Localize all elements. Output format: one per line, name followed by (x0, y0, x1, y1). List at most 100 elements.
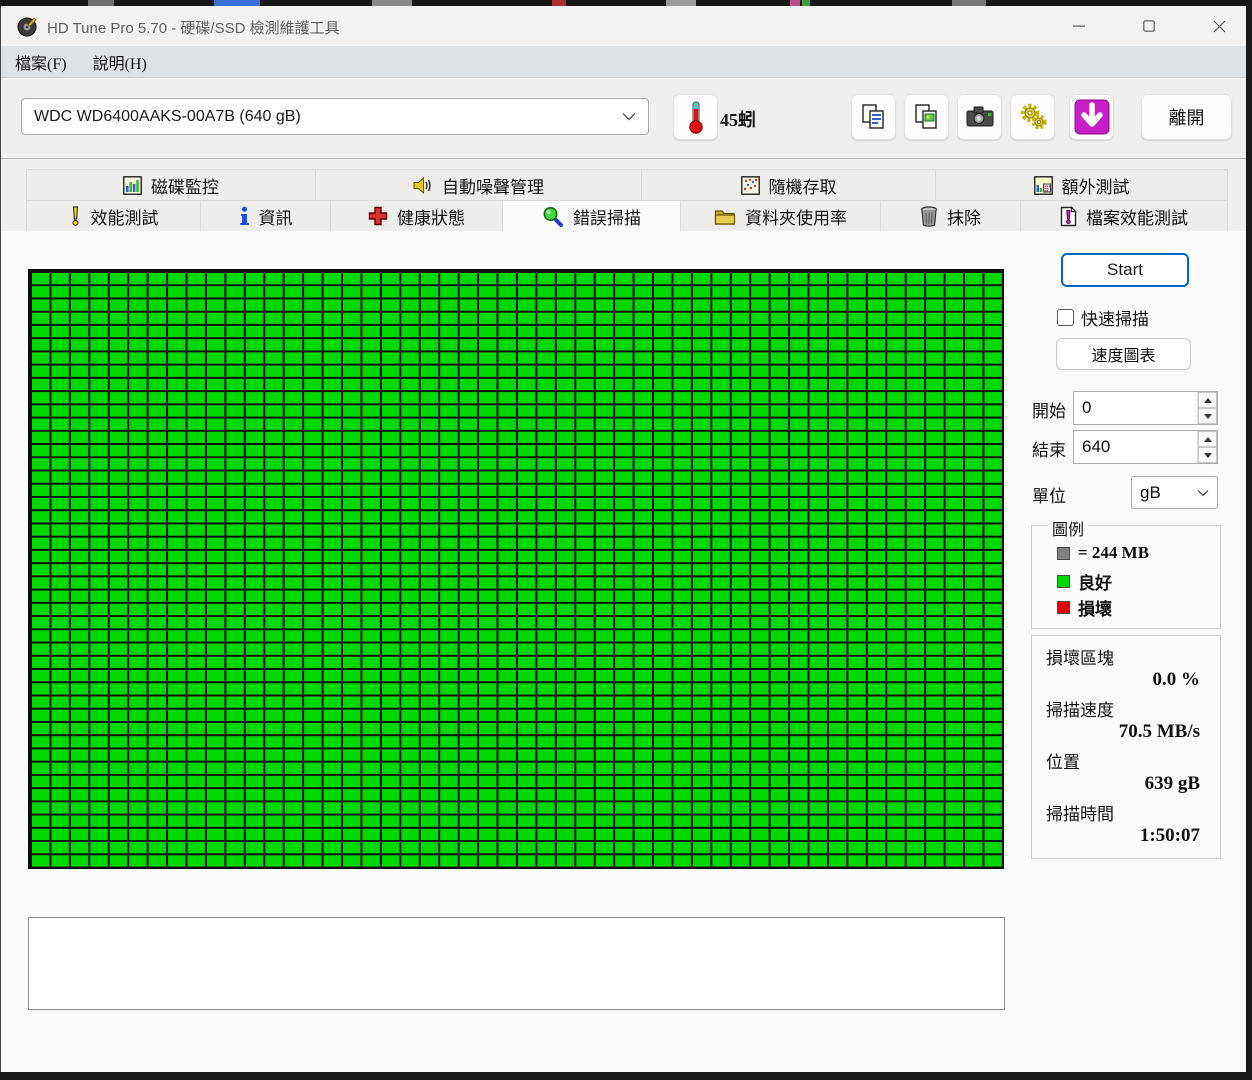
desktop-pixel (214, 0, 260, 6)
legend-group: 圖例 = 244 MB 良好 損壞 (1031, 516, 1221, 629)
scatter-dots-icon (740, 175, 760, 195)
tab-bar: 磁碟監控 自動噪聲管理 隨機存取 (1, 160, 1246, 231)
stat-scan-speed: 掃描速度 70.5 MB/s (1046, 696, 1206, 743)
legend-good: 良好 (1057, 569, 1112, 594)
tab-label: 抹除 (947, 208, 981, 228)
bar-chart-icon (123, 175, 142, 195)
error-scan-panel: Start 快速掃描 速度圖表 開始 0 結束 640 (1, 231, 1246, 1072)
tab-extra-tests[interactable]: 額外測試 (936, 169, 1228, 200)
hd-tune-window: HD Tune Pro 5.70 - 硬碟/SSD 檢測維護工具 檔案(F) 說… (0, 6, 1246, 1072)
tab-health[interactable]: 健康狀態 (331, 200, 503, 231)
desktop-pixel (952, 0, 986, 6)
file-exclamation-icon (1060, 205, 1077, 226)
good-swatch (1057, 575, 1070, 588)
menu-file[interactable]: 檔案(F) (15, 55, 67, 73)
desktop-background (0, 1072, 1252, 1080)
chevron-down-icon (622, 112, 636, 121)
settings-gears-icon (1018, 102, 1048, 132)
end-position-value: 640 (1082, 437, 1111, 456)
trash-icon (920, 205, 938, 227)
speed-map-label: 速度圖表 (1091, 348, 1156, 365)
tab-label: 資料夾使用率 (745, 208, 847, 228)
info-icon (239, 206, 249, 225)
tab-disk-monitor[interactable]: 磁碟監控 (26, 169, 316, 200)
spin-down-icon[interactable] (1198, 447, 1217, 463)
screenshot-button[interactable] (957, 94, 1002, 140)
download-icon (1074, 99, 1110, 135)
unit-select[interactable]: gB (1131, 476, 1218, 509)
exit-button[interactable]: 離開 (1141, 94, 1232, 140)
desktop-pixel (88, 0, 114, 6)
stat-label: 掃描速度 (1046, 701, 1114, 720)
desktop-pixel (372, 0, 412, 6)
window-title: HD Tune Pro 5.70 - 硬碟/SSD 檢測維護工具 (47, 20, 340, 37)
stat-position: 位置 639 gB (1046, 748, 1206, 795)
tab-label: 磁碟監控 (151, 177, 219, 197)
legend-text: 良好 (1078, 574, 1112, 593)
spin-down-icon[interactable] (1198, 408, 1217, 424)
scan-controls: Start 快速掃描 速度圖表 開始 0 結束 640 (1029, 231, 1233, 1072)
tab-auto-acoustic[interactable]: 自動噪聲管理 (316, 169, 642, 200)
unit-select-value: gB (1140, 482, 1161, 502)
tab-random-access[interactable]: 隨機存取 (642, 169, 936, 200)
exit-button-label: 離開 (1168, 108, 1205, 128)
tab-erase[interactable]: 抹除 (881, 200, 1021, 231)
tab-file-benchmark[interactable]: 檔案效能測試 (1021, 200, 1228, 231)
tab-info[interactable]: 資訊 (201, 200, 331, 231)
exclamation-bulb-icon (71, 206, 79, 226)
tab-benchmark[interactable]: 效能測試 (26, 200, 201, 231)
start-position-input[interactable]: 0 (1073, 391, 1218, 425)
red-cross-icon (368, 206, 388, 226)
spin-up-icon[interactable] (1198, 392, 1217, 408)
tab-label: 自動噪聲管理 (442, 177, 544, 197)
close-button[interactable] (1196, 6, 1242, 46)
legend-damaged: 損壞 (1057, 595, 1112, 620)
stat-value: 639 gB (1144, 773, 1200, 794)
tab-error-scan[interactable]: 錯誤掃描 (503, 200, 681, 231)
copy-text-button[interactable] (851, 94, 896, 140)
desktop-pixel (790, 0, 800, 6)
options-button[interactable] (1010, 94, 1055, 140)
legend-text: 損壞 (1078, 600, 1112, 619)
desktop-pixel (552, 0, 566, 6)
start-button[interactable]: Start (1061, 253, 1189, 287)
stat-value: 0.0 % (1152, 669, 1201, 690)
start-button-label: Start (1107, 260, 1143, 279)
copy-image-icon (913, 103, 941, 131)
desktop-background (0, 0, 1252, 6)
temperature-button[interactable] (673, 94, 718, 140)
scan-message-box (28, 917, 1005, 1010)
save-export-button[interactable] (1069, 94, 1114, 140)
stat-damaged-blocks: 損壞區塊 0.0 % (1046, 644, 1206, 691)
tab-label: 檔案效能測試 (1086, 208, 1188, 228)
end-position-input[interactable]: 640 (1073, 430, 1218, 464)
scan-stats-group: 損壞區塊 0.0 % 掃描速度 70.5 MB/s 位置 639 gB 掃描時間… (1031, 635, 1221, 859)
drive-select[interactable]: WDC WD6400AAKS-00A7B (640 gB) (21, 98, 649, 135)
maximize-button[interactable] (1126, 6, 1172, 46)
copy-image-button[interactable] (904, 94, 949, 140)
stat-label: 掃描時間 (1046, 805, 1114, 824)
temperature-value: 45蚓 (720, 110, 756, 130)
menu-help[interactable]: 說明(H) (92, 55, 147, 73)
copy-text-icon (860, 103, 888, 131)
desktop-background (1246, 0, 1252, 1080)
end-position-label: 結束 (1032, 441, 1066, 460)
legend-title: 圖例 (1048, 516, 1089, 540)
start-position-value: 0 (1082, 398, 1092, 417)
chevron-down-icon (1197, 489, 1209, 497)
tab-folder-usage[interactable]: 資料夾使用率 (681, 200, 881, 231)
folder-icon (714, 209, 736, 225)
speed-map-button[interactable]: 速度圖表 (1056, 338, 1191, 370)
tab-label: 額外測試 (1061, 177, 1130, 197)
tab-label: 健康狀態 (397, 208, 465, 228)
block-swatch (1057, 546, 1070, 560)
stat-value: 70.5 MB/s (1118, 721, 1200, 742)
scan-grid (28, 269, 1004, 869)
spin-up-icon[interactable] (1198, 431, 1217, 447)
stat-value: 1:50:07 (1139, 825, 1200, 846)
quick-scan-checkbox[interactable] (1057, 309, 1074, 326)
desktop-pixel (802, 0, 810, 6)
chart-calc-icon (1033, 175, 1053, 195)
minimize-button[interactable] (1056, 6, 1102, 46)
stat-label: 損壞區塊 (1046, 649, 1114, 668)
